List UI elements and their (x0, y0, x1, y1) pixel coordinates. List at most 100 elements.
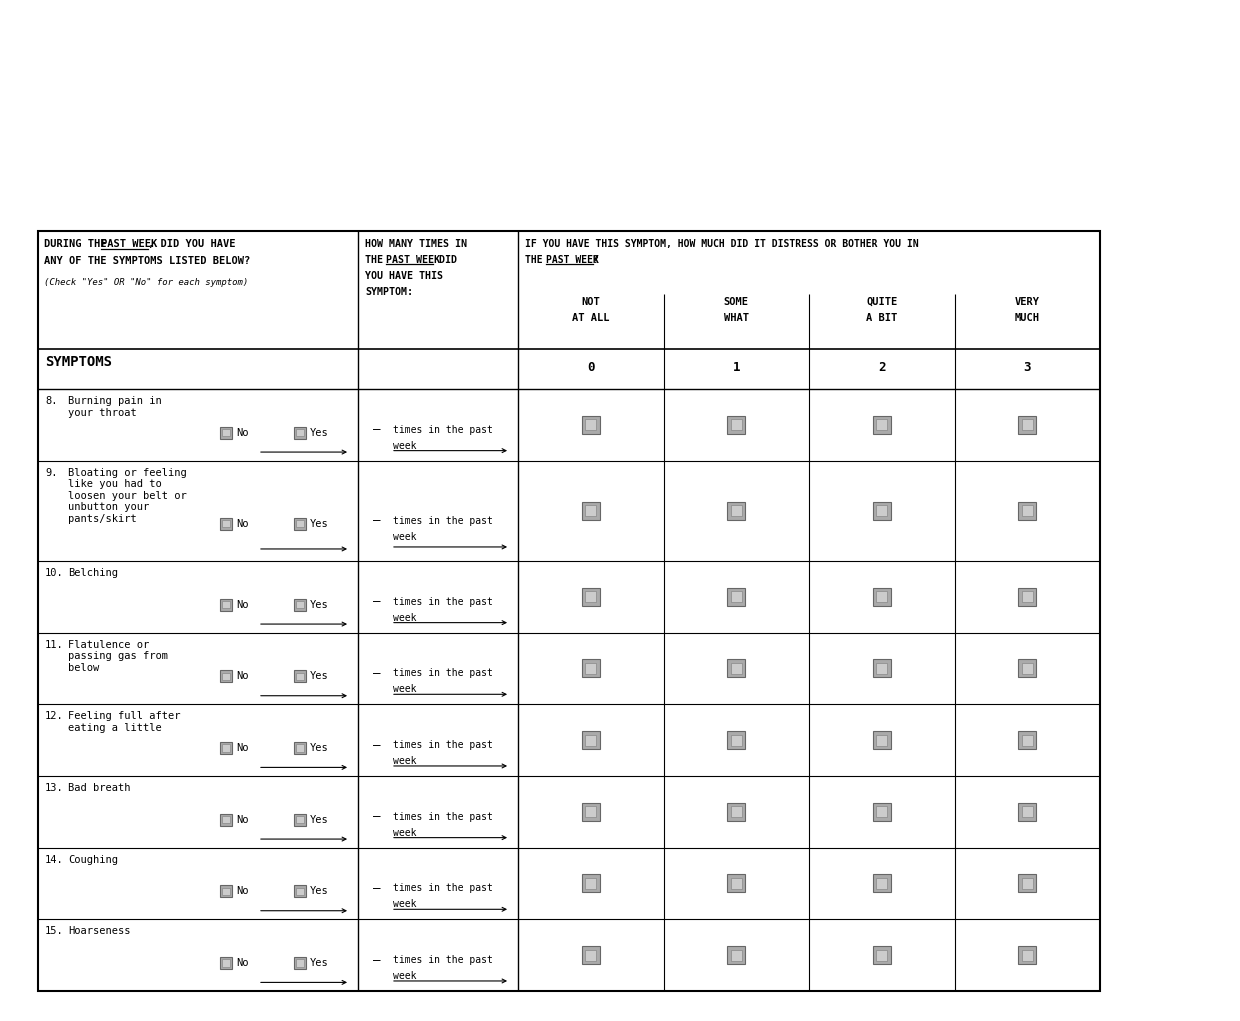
Text: Bloating or feeling
like you had to
loosen your belt or
unbutton your
pants/skir: Bloating or feeling like you had to loos… (68, 468, 187, 524)
Bar (1022, 505, 1033, 517)
Text: week: week (393, 684, 417, 694)
Bar (585, 420, 596, 430)
Bar (1018, 946, 1037, 964)
Bar (1022, 591, 1033, 602)
Bar (1022, 878, 1033, 889)
Bar (730, 591, 742, 602)
Bar (582, 588, 600, 605)
Bar (1018, 660, 1037, 678)
Text: times in the past: times in the past (393, 425, 492, 435)
Bar (873, 803, 890, 821)
Bar (582, 803, 600, 821)
Text: AT ALL: AT ALL (572, 313, 610, 323)
Text: Bad breath: Bad breath (68, 783, 130, 793)
Bar (296, 521, 304, 528)
Text: Flatulence or
passing gas from
below: Flatulence or passing gas from below (68, 640, 167, 673)
Text: No: No (236, 958, 248, 968)
Text: times in the past: times in the past (393, 669, 492, 678)
Text: WHAT: WHAT (724, 313, 749, 323)
Bar (219, 427, 232, 439)
Bar (38, 231, 1100, 991)
Bar (222, 744, 229, 751)
Text: —: — (373, 515, 381, 528)
Text: 3: 3 (1023, 361, 1030, 374)
Text: PAST WEEK: PAST WEEK (102, 239, 157, 249)
Text: 1: 1 (733, 361, 740, 374)
Text: Feeling full after
eating a little: Feeling full after eating a little (68, 712, 181, 733)
Bar (877, 420, 887, 430)
Text: —: — (373, 595, 381, 609)
Bar (294, 598, 306, 611)
Bar (1018, 588, 1037, 605)
Bar (873, 731, 890, 749)
Bar (727, 660, 745, 678)
Bar (222, 816, 229, 823)
Text: Yes: Yes (310, 958, 329, 968)
Bar (222, 673, 229, 680)
Bar (222, 521, 229, 528)
Text: , DID YOU HAVE: , DID YOU HAVE (148, 239, 236, 249)
Text: THE: THE (525, 255, 548, 265)
Bar (727, 416, 745, 434)
Bar (222, 960, 229, 967)
Text: SYMPTOM:: SYMPTOM: (365, 287, 413, 297)
Bar (582, 660, 600, 678)
Text: A BIT: A BIT (866, 313, 898, 323)
Bar (294, 742, 306, 755)
Bar (296, 816, 304, 823)
Bar (727, 946, 745, 964)
Bar (585, 878, 596, 889)
Bar (877, 505, 887, 517)
Bar (730, 505, 742, 517)
Bar (1018, 731, 1037, 749)
Bar (296, 673, 304, 680)
Text: week: week (393, 441, 417, 450)
Bar (219, 742, 232, 755)
Bar (585, 950, 596, 961)
Text: 11.: 11. (45, 640, 63, 649)
Text: times in the past: times in the past (393, 812, 492, 822)
Bar (294, 427, 306, 439)
Bar (294, 814, 306, 826)
Text: No: No (236, 743, 248, 753)
Text: THE: THE (365, 255, 389, 265)
Text: —: — (373, 954, 381, 967)
Text: No: No (236, 599, 248, 610)
Bar (219, 598, 232, 611)
Text: YOU HAVE THIS: YOU HAVE THIS (365, 271, 443, 281)
Bar (727, 875, 745, 892)
Bar (222, 888, 229, 895)
Text: No: No (236, 428, 248, 438)
Text: week: week (393, 757, 417, 766)
Text: 9.: 9. (45, 468, 57, 478)
Text: Yes: Yes (310, 815, 329, 825)
Bar (585, 735, 596, 745)
Text: (Check "Yes" OR "No" for each symptom): (Check "Yes" OR "No" for each symptom) (43, 278, 248, 287)
Bar (1022, 420, 1033, 430)
Bar (294, 671, 306, 682)
Bar (1022, 950, 1033, 961)
Text: 13.: 13. (45, 783, 63, 793)
Bar (730, 735, 742, 745)
Bar (877, 878, 887, 889)
Bar (294, 957, 306, 969)
Bar (296, 888, 304, 895)
Bar (877, 735, 887, 745)
Bar (873, 416, 890, 434)
Text: 10.: 10. (45, 568, 63, 578)
Bar (582, 416, 600, 434)
Bar (296, 429, 304, 436)
Text: No: No (236, 886, 248, 896)
Bar (727, 502, 745, 520)
Text: week: week (393, 971, 417, 981)
Bar (1022, 735, 1033, 745)
Bar (1018, 416, 1037, 434)
Text: times in the past: times in the past (393, 516, 492, 526)
Bar (582, 875, 600, 892)
Bar (877, 663, 887, 674)
Bar (1022, 663, 1033, 674)
Bar (727, 731, 745, 749)
Text: —: — (373, 424, 381, 436)
Bar (1018, 875, 1037, 892)
Text: 15.: 15. (45, 926, 63, 936)
